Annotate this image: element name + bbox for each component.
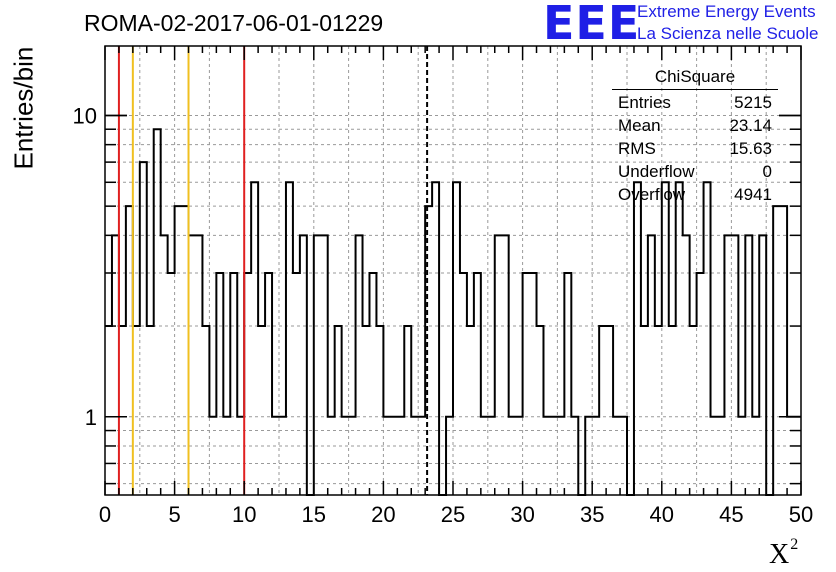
stats-value: 0 (762, 162, 772, 181)
x-tick-label: 20 (371, 502, 395, 527)
x-tick-label: 45 (719, 502, 743, 527)
stats-row-overflow: Overflow 4941 (612, 183, 778, 206)
stats-label: Mean (618, 116, 661, 135)
stats-row-underflow: Underflow 0 (612, 160, 778, 183)
stats-label: Entries (618, 93, 671, 112)
y-tick-label: 10 (73, 103, 97, 128)
x-tick-label: 40 (650, 502, 674, 527)
eee-logo: EEE (543, 0, 641, 50)
x-tick-label: 25 (441, 502, 465, 527)
stats-box: ChiSquare Entries 5215 Mean 23.14 RMS 15.63… (612, 66, 778, 206)
stats-row-entries: Entries 5215 (612, 91, 778, 114)
tick-labels: 0 5 10 15 20 25 30 35 40 45 50 1 10 (73, 103, 814, 527)
x-tick-label: 15 (302, 502, 326, 527)
stats-label: RMS (618, 139, 656, 158)
x-tick-label: 10 (232, 502, 256, 527)
stats-row-mean: Mean 23.14 (612, 114, 778, 137)
stats-title: ChiSquare (612, 66, 778, 90)
x-tick-label: 50 (789, 502, 813, 527)
x-tick-label: 30 (510, 502, 534, 527)
x-axis-label-superscript: 2 (790, 536, 799, 553)
x-tick-label: 35 (580, 502, 604, 527)
stats-label: Underflow (618, 162, 695, 181)
stats-label: Overflow (618, 185, 686, 204)
axis-ticks (104, 46, 802, 495)
brand-line-1: Extreme Energy Events (637, 2, 816, 21)
stats-row-rms: RMS 15.63 (612, 137, 778, 160)
stats-value: 23.14 (729, 116, 772, 135)
stats-value: 4941 (734, 185, 772, 204)
x-axis-label-base: X (769, 539, 790, 570)
grid-lines (105, 46, 801, 495)
stats-value: 5215 (734, 93, 772, 112)
x-tick-label: 5 (168, 502, 180, 527)
brand-line-2: La Scienza nelle Scuole (637, 24, 819, 43)
x-axis-label: X2 (769, 536, 798, 571)
chart-title: ROMA-02-2017-06-01-01229 (84, 10, 384, 36)
stats-value: 15.63 (729, 139, 772, 158)
x-tick-label: 0 (99, 502, 111, 527)
vertical-marker-lines (117, 46, 429, 495)
y-tick-label: 1 (85, 405, 97, 430)
